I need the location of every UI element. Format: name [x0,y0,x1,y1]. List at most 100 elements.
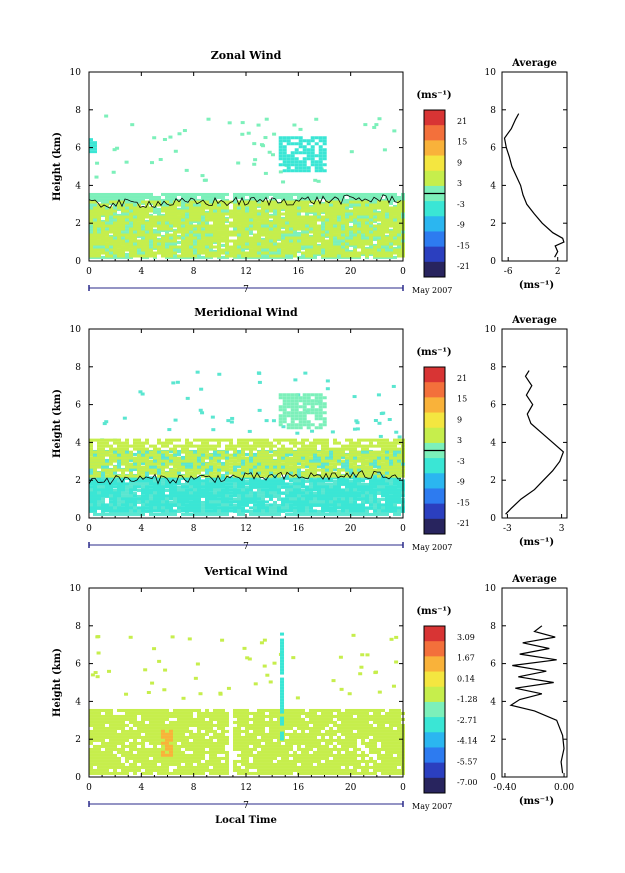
heatmap-patch [93,150,97,154]
heatmap-patch [93,465,97,469]
heatmap-patch [285,236,289,240]
heatmap-patch [141,488,145,492]
heatmap-patch [357,491,361,495]
profile-x-tick-label: -6 [504,267,513,277]
heatmap-patch [89,218,93,222]
heatmap-patch [385,503,389,507]
heatmap-patch [129,239,133,243]
heatmap-patch [113,224,117,228]
heatmap-patch [341,450,345,454]
heatmap-patch [313,450,317,454]
heatmap-patch [365,230,369,234]
heatmap-patch [113,209,117,213]
heatmap-patch [93,500,97,504]
heatmap-patch [153,203,157,207]
heatmap-patch [168,738,173,742]
heatmap-patch [317,453,321,457]
heatmap-patch [241,456,245,460]
heatmap-patch [141,456,145,460]
heatmap-patch [282,399,287,403]
heatmap-patch [181,227,185,231]
heatmap-patch [89,215,93,219]
heatmap-patch [337,479,341,483]
heatmap-patch [265,242,269,246]
heatmap-patch [280,662,285,666]
heatmap-patch [365,242,369,246]
heatmap-patch [249,239,253,243]
heatmap-patch [89,212,93,216]
heatmap-patch [157,462,161,466]
profile-x-tick-label: 2 [555,267,561,277]
heatmap-patch [257,227,261,231]
heatmap-patch [318,163,323,167]
heatmap-patch [273,221,277,225]
heatmap-patch [361,447,365,451]
heatmap-patch [329,227,333,231]
heatmap-patch [125,447,129,451]
heatmap-patch [117,206,121,210]
heatmap-patch [317,227,321,231]
heatmap-patch [369,438,373,442]
heatmap-patch [213,506,217,510]
heatmap-patch [294,142,299,146]
heatmap-patch [290,393,295,397]
heatmap-patch [313,485,317,489]
heatmap-patch [125,509,129,513]
heatmap-patch [149,509,153,513]
heatmap-patch [165,485,169,489]
heatmap-patch [325,506,329,510]
heatmap-patch [157,227,161,231]
heatmap-patch [314,163,319,167]
heatmap-patch [137,218,141,222]
heatmap-patch [341,209,345,213]
heatmap-patch [393,447,397,451]
heatmap-patch [397,456,401,460]
heatmap-patch [397,500,401,504]
heatmap-patch [145,485,149,489]
heatmap-patch [201,468,205,472]
heatmap-patch [257,482,261,486]
heatmap-patch [117,509,121,513]
heatmap-patch [309,215,313,219]
heatmap-patch [113,465,117,469]
heatmap-patch [141,233,145,237]
heatmap-patch [209,459,213,463]
heatmap-patch [345,224,349,228]
heatmap-patch [373,230,377,234]
heatmap-patch [269,488,273,492]
heatmap-patch [361,245,365,249]
heatmap-patch [285,468,289,472]
heatmap-patch [357,236,361,240]
heatmap-patch [265,239,269,243]
heatmap-patch [269,465,273,469]
heatmap-patch [349,491,353,495]
heatmap-patch [141,468,145,472]
heatmap-patch [177,227,181,231]
heatmap-patch [322,402,327,406]
colorbar-swatch [424,777,445,794]
heatmap-patch [169,254,173,258]
heatmap-patch [285,459,289,463]
heatmap-patch [393,474,397,478]
heatmap-patch [161,221,165,225]
heatmap-patch [161,465,165,469]
heatmap-patch [381,476,385,480]
heatmap-patch [325,509,329,513]
heatmap-patch [221,509,225,513]
heatmap-patch [286,411,291,415]
heatmap-patch [205,497,209,501]
heatmap-patch [237,488,241,492]
heatmap-patch [353,497,357,501]
heatmap-patch [97,221,101,225]
heatmap-patch [397,227,401,231]
heatmap-patch [389,488,393,492]
heatmap-patch [160,741,165,745]
heatmap-patch [185,251,189,255]
heatmap-patch [137,444,141,448]
heatmap-patch [294,136,299,140]
profile-x-label: (ms⁻¹) [519,280,554,291]
heatmap-patch [145,476,149,480]
colorbar-tick-label: -3 [457,200,465,209]
heatmap-patch [205,251,209,255]
x-tick-label: 12 [240,783,251,793]
